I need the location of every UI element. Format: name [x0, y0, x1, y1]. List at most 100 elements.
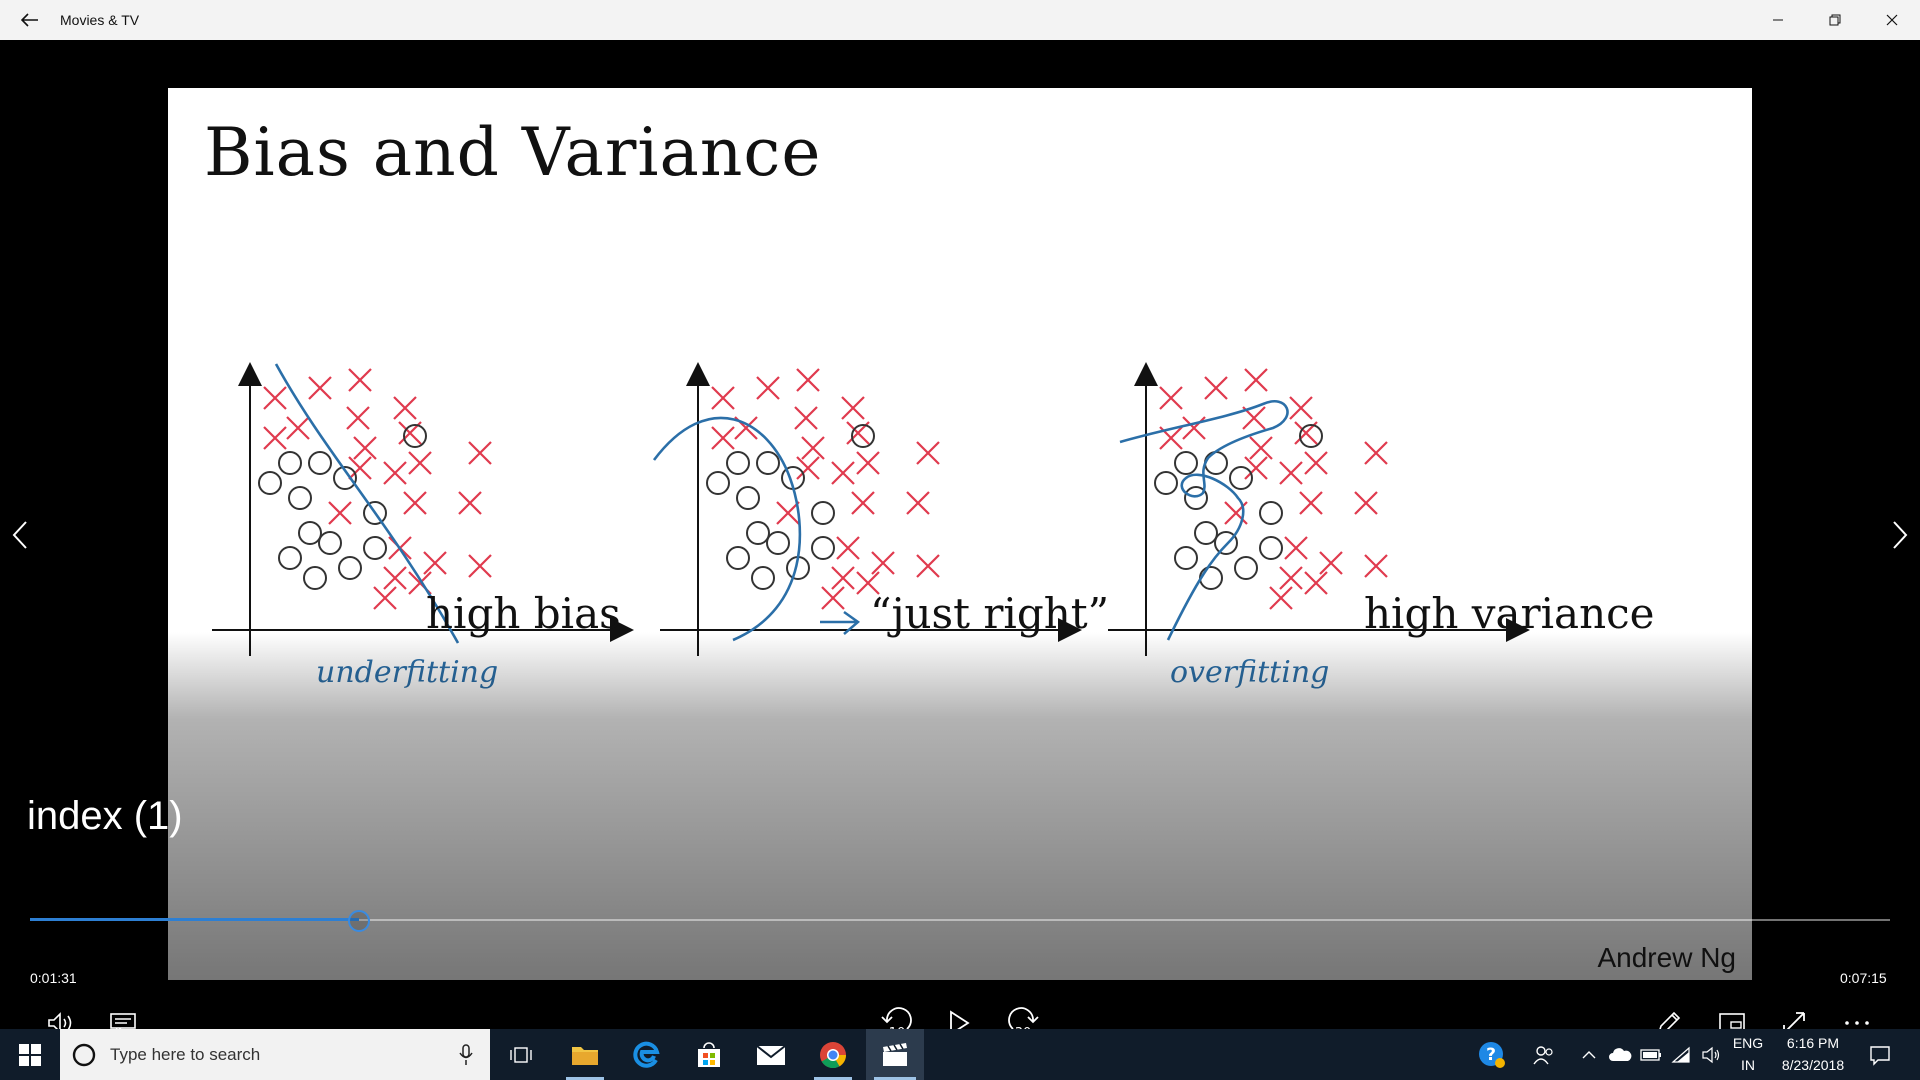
cross-marker: [1304, 571, 1328, 595]
cross-marker: [308, 376, 332, 400]
cross-marker: [1269, 586, 1293, 610]
circle-marker: [1259, 536, 1283, 560]
circle-marker: [318, 531, 342, 555]
cross-marker: [1244, 456, 1268, 480]
edit-button[interactable]: [1644, 998, 1694, 1029]
file-explorer-button[interactable]: [558, 1029, 612, 1080]
circle-marker: [1259, 501, 1283, 525]
seek-bar[interactable]: [30, 910, 1890, 932]
note-underfitting: underfitting: [316, 655, 498, 690]
movies-tv-taskbar-button[interactable]: [866, 1029, 924, 1080]
circle-marker: [363, 536, 387, 560]
cross-marker: [776, 501, 800, 525]
slide-author: Andrew Ng: [1597, 942, 1736, 973]
back-button[interactable]: [0, 0, 60, 40]
decision-boundary: [1119, 400, 1289, 641]
onedrive-tray-button[interactable]: [1604, 1029, 1636, 1080]
cross-marker: [403, 491, 427, 515]
cross-marker: [1364, 554, 1388, 578]
subtitles-button[interactable]: [98, 998, 148, 1029]
panel-label-high-variance: high variance: [1364, 589, 1655, 638]
minimize-button[interactable]: [1749, 0, 1806, 40]
running-indicator: [874, 1077, 916, 1080]
battery-tray-button[interactable]: [1636, 1029, 1666, 1080]
mini-view-button[interactable]: [1707, 998, 1757, 1029]
pencil-icon: [1659, 1011, 1681, 1029]
seek-thumb[interactable]: [348, 910, 371, 932]
cross-marker: [1182, 416, 1206, 440]
circle-marker: [1194, 521, 1218, 545]
media-title: index (1): [27, 794, 183, 838]
cross-marker: [1249, 436, 1273, 460]
cross-marker: [916, 441, 940, 465]
help-button[interactable]: ?: [1470, 1029, 1514, 1080]
back-arrow-icon: [21, 13, 38, 27]
search-placeholder: Type here to search: [110, 1044, 261, 1064]
cloud-icon: [1609, 1047, 1632, 1061]
cross-marker: [1244, 368, 1268, 392]
cross-marker: [1204, 376, 1228, 400]
edge-button[interactable]: [620, 1029, 674, 1080]
cross-marker: [906, 491, 930, 515]
volume-button[interactable]: [36, 998, 86, 1029]
action-center-button[interactable]: [1860, 1029, 1900, 1080]
circle-marker: [1234, 556, 1258, 580]
window-title: Movies & TV: [60, 12, 140, 28]
previous-button[interactable]: [0, 510, 40, 560]
circle-marker: [851, 424, 875, 448]
people-button[interactable]: [1524, 1029, 1564, 1080]
taskbar-search-box[interactable]: Type here to search: [60, 1029, 490, 1080]
panel-label-high-bias: high bias: [426, 589, 621, 638]
start-button[interactable]: [0, 1029, 60, 1080]
restore-button[interactable]: [1806, 0, 1863, 40]
taskbar: Type here to search ?: [0, 1029, 1920, 1080]
language-indicator[interactable]: ENG IN: [1732, 1035, 1764, 1073]
people-icon: [1533, 1045, 1553, 1064]
skip-forward-button[interactable]: 30: [998, 998, 1048, 1029]
slide-title: Bias and Variance: [204, 114, 822, 191]
microphone-icon[interactable]: [458, 1043, 474, 1067]
circle-marker: [308, 451, 332, 475]
clock[interactable]: 6:16 PM 8/23/2018: [1781, 1035, 1845, 1073]
chrome-button[interactable]: [806, 1029, 860, 1080]
skip-back-button[interactable]: 10: [872, 998, 922, 1029]
circle-marker: [1204, 451, 1228, 475]
panel-just-right: [652, 362, 1082, 656]
network-tray-button[interactable]: [1666, 1029, 1696, 1080]
decision-boundary: [652, 416, 802, 642]
circle-marker: [363, 501, 387, 525]
fullscreen-button[interactable]: [1769, 998, 1819, 1029]
circle-marker: [1229, 466, 1253, 490]
video-area[interactable]: Bias and Variance high bias “just right”…: [0, 40, 1920, 1029]
film-clapper-icon: [883, 1042, 907, 1066]
volume-tray-button[interactable]: [1696, 1029, 1726, 1080]
cross-marker: [1159, 386, 1183, 410]
circle-marker: [1214, 531, 1238, 555]
next-button[interactable]: [1880, 510, 1920, 560]
notification-icon: [1870, 1045, 1890, 1066]
cross-marker: [468, 441, 492, 465]
circle-marker: [288, 486, 312, 510]
cross-marker: [801, 436, 825, 460]
cross-marker: [1289, 396, 1313, 420]
cross-marker: [821, 586, 845, 610]
show-hidden-icons-button[interactable]: [1576, 1029, 1602, 1080]
mail-button[interactable]: [744, 1029, 798, 1080]
more-options-button[interactable]: [1832, 998, 1882, 1029]
circle-marker: [403, 424, 427, 448]
cross-marker: [263, 386, 287, 410]
play-button[interactable]: [934, 998, 984, 1029]
store-button[interactable]: [682, 1029, 736, 1080]
file-explorer-icon: [572, 1046, 598, 1065]
cross-marker: [1354, 491, 1378, 515]
title-bar: Movies & TV: [0, 0, 1920, 40]
cross-marker: [408, 451, 432, 475]
task-view-button[interactable]: [496, 1029, 546, 1080]
running-indicator: [566, 1077, 604, 1080]
circle-marker: [766, 531, 790, 555]
circle-marker: [278, 451, 302, 475]
cross-marker: [328, 501, 352, 525]
subtitles-icon: [110, 1013, 136, 1029]
close-button[interactable]: [1863, 0, 1920, 40]
cross-marker: [831, 461, 855, 485]
